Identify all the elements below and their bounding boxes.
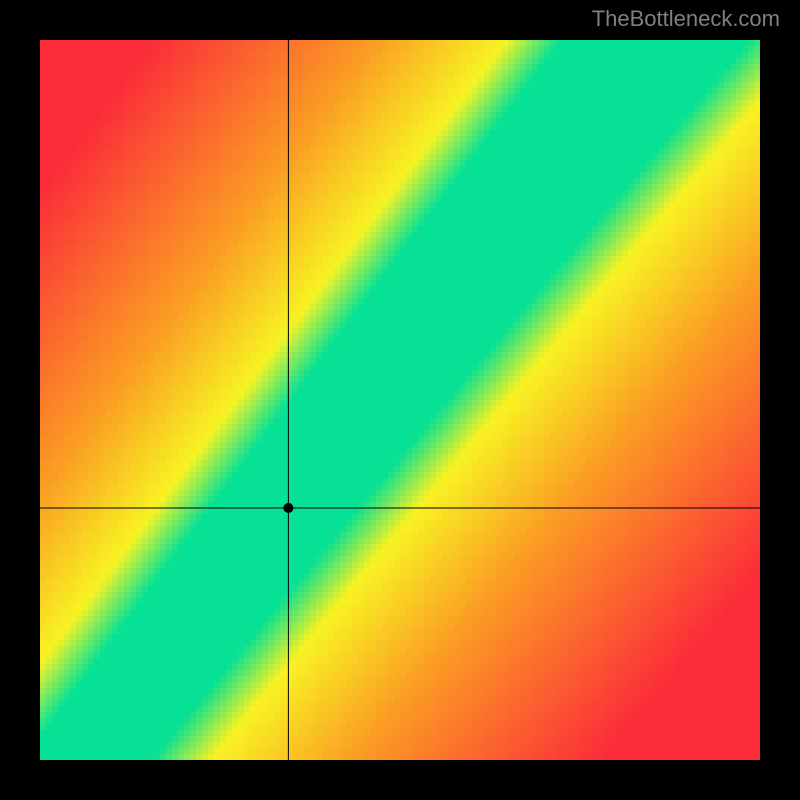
heatmap-canvas bbox=[40, 40, 760, 760]
heatmap-plot bbox=[40, 40, 760, 760]
watermark-text: TheBottleneck.com bbox=[592, 6, 780, 32]
chart-container: TheBottleneck.com bbox=[0, 0, 800, 800]
